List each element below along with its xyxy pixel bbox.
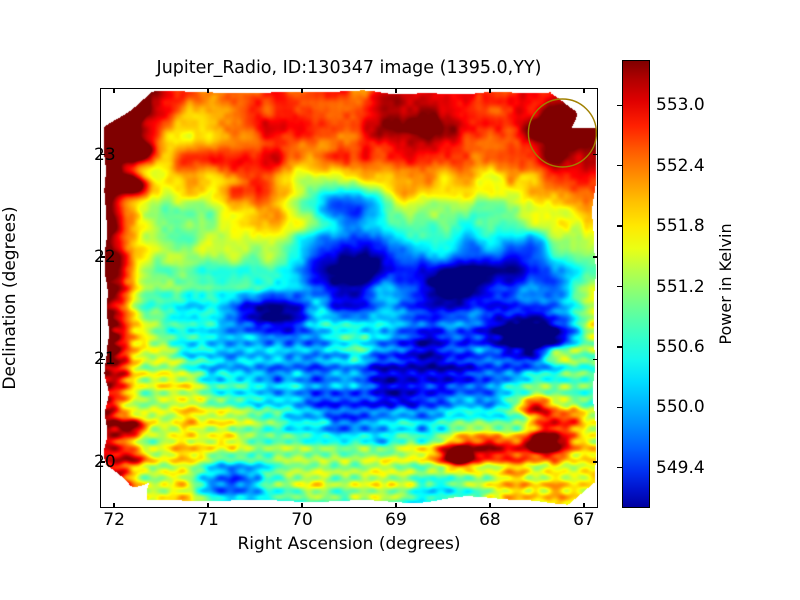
x-tick xyxy=(395,503,397,508)
heatmap-axes xyxy=(100,88,598,508)
y-tick-label: 20 xyxy=(94,451,116,472)
colorbar-tick xyxy=(617,104,622,106)
colorbar-tick xyxy=(617,225,622,227)
x-tick-label: 72 xyxy=(103,510,125,530)
y-tick-label: 21 xyxy=(94,349,116,370)
y-axis-label: Declination (degrees) xyxy=(0,206,20,390)
y-tick xyxy=(593,153,598,156)
colorbar-gradient xyxy=(622,60,650,508)
colorbar-tick-label: 551.2 xyxy=(656,276,705,297)
colorbar-tick-label: 549.4 xyxy=(656,457,705,478)
colorbar-tick-label: 550.6 xyxy=(656,336,705,357)
y-tick-label: 22 xyxy=(94,247,116,268)
y-tick xyxy=(593,358,598,361)
x-tick xyxy=(489,88,491,93)
colorbar-tick xyxy=(617,406,622,408)
x-tick xyxy=(395,88,397,93)
x-tick xyxy=(301,88,303,93)
x-tick xyxy=(583,503,585,508)
colorbar-label: Power in Kelvin xyxy=(716,223,735,345)
colorbar xyxy=(622,60,650,508)
colorbar-tick-label: 552.4 xyxy=(656,155,705,176)
colorbar-tick xyxy=(617,165,622,167)
x-tick xyxy=(207,88,209,93)
y-tick-label: 23 xyxy=(94,144,116,165)
colorbar-tick-label: 550.0 xyxy=(656,397,705,418)
colorbar-tick xyxy=(617,285,622,288)
colorbar-tick-label: 551.8 xyxy=(656,216,705,237)
y-tick xyxy=(100,256,105,258)
x-tick-label: 69 xyxy=(385,510,407,530)
annotation-overlay xyxy=(527,98,597,168)
y-tick xyxy=(100,358,105,361)
jupiter-position-circle xyxy=(527,98,597,168)
x-tick xyxy=(583,88,585,93)
x-tick xyxy=(113,503,115,508)
x-tick-label: 67 xyxy=(573,510,595,530)
radio-intensity-heatmap xyxy=(101,89,597,507)
colorbar-tick xyxy=(617,346,622,348)
y-tick xyxy=(593,461,598,463)
x-tick-label: 68 xyxy=(479,510,501,530)
x-axis-label: Right Ascension (degrees) xyxy=(237,534,461,554)
colorbar-tick xyxy=(617,467,622,469)
x-tick xyxy=(207,503,209,508)
x-tick xyxy=(113,88,115,93)
y-tick xyxy=(100,153,105,156)
x-tick-label: 71 xyxy=(197,510,219,530)
x-tick xyxy=(301,503,303,508)
x-tick-label: 70 xyxy=(291,510,313,530)
y-tick xyxy=(593,256,598,258)
x-tick xyxy=(489,503,491,508)
y-tick xyxy=(100,461,105,463)
colorbar-tick-label: 553.0 xyxy=(656,95,705,116)
page-title: Jupiter_Radio, ID:130347 image (1395.0,Y… xyxy=(156,58,542,78)
